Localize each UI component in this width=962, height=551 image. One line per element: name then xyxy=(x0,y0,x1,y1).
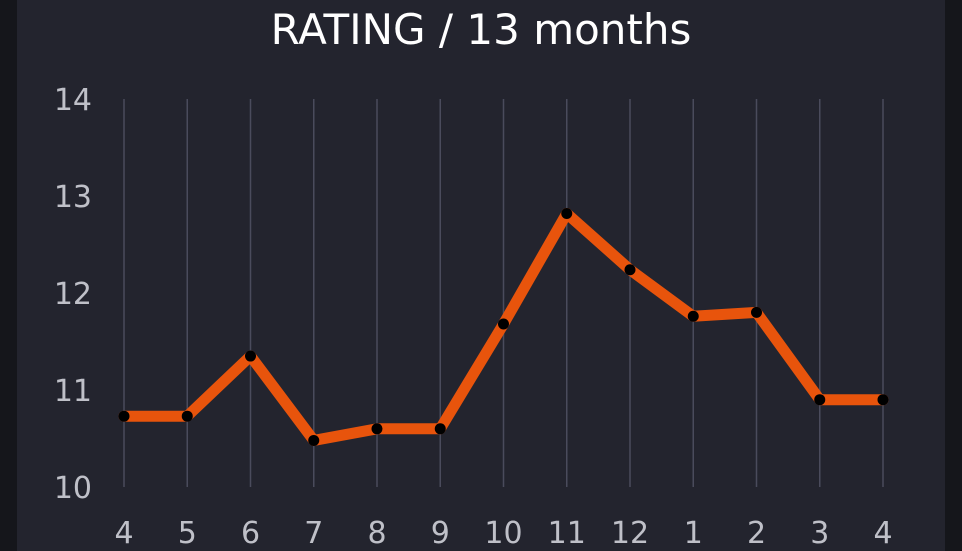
data-point xyxy=(814,394,826,406)
x-tick-label: 3 xyxy=(810,516,829,551)
x-tick-label: 1 xyxy=(684,516,703,551)
x-tick-label: 12 xyxy=(611,516,649,551)
x-tick-label: 5 xyxy=(178,516,197,551)
chart-panel xyxy=(17,0,945,551)
y-tick-label: 10 xyxy=(54,471,92,506)
x-tick-label: 4 xyxy=(873,516,892,551)
x-tick-label: 8 xyxy=(367,516,386,551)
data-point xyxy=(245,350,256,362)
data-point xyxy=(624,264,636,276)
y-tick-label: 13 xyxy=(54,180,92,215)
x-tick-label: 6 xyxy=(241,516,260,551)
data-point xyxy=(561,207,573,219)
data-point xyxy=(498,318,509,330)
data-point xyxy=(181,410,193,422)
data-point xyxy=(118,410,130,422)
data-point xyxy=(308,434,320,446)
x-tick-label: 11 xyxy=(548,516,586,551)
data-point xyxy=(877,394,889,406)
y-tick-label: 12 xyxy=(54,277,92,312)
chart-title: RATING / 13 months xyxy=(270,5,692,54)
y-tick-label: 11 xyxy=(54,374,92,409)
x-tick-label: 9 xyxy=(431,516,450,551)
data-point xyxy=(371,423,383,435)
data-point xyxy=(687,310,699,322)
x-tick-label: 7 xyxy=(304,516,323,551)
x-tick-label: 4 xyxy=(114,516,133,551)
x-tick-label: 10 xyxy=(484,516,522,551)
x-tick-label: 2 xyxy=(747,516,766,551)
y-tick-label: 14 xyxy=(54,83,92,118)
data-point xyxy=(434,423,446,435)
data-point xyxy=(751,306,762,318)
